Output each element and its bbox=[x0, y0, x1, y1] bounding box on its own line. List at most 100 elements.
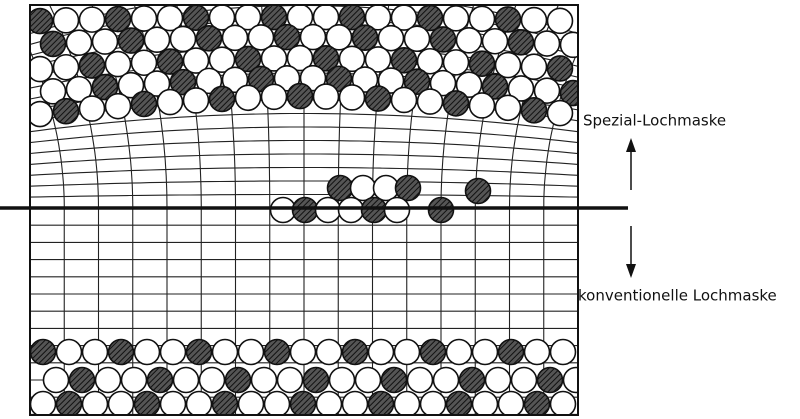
arrow-down bbox=[626, 226, 636, 278]
hole-dark bbox=[403, 68, 431, 96]
hole-open bbox=[78, 95, 106, 122]
hole-dark bbox=[523, 390, 551, 415]
hole-open bbox=[325, 23, 353, 51]
hole-dark bbox=[442, 90, 470, 117]
hole-dark bbox=[380, 366, 408, 394]
hole-open bbox=[208, 46, 236, 73]
hole-open bbox=[234, 5, 262, 31]
hole-dark bbox=[117, 27, 145, 54]
hole-dark bbox=[195, 25, 223, 52]
hole-open bbox=[39, 78, 67, 105]
hole-open bbox=[328, 366, 356, 394]
hole-open bbox=[104, 50, 132, 78]
hole-open bbox=[198, 366, 226, 394]
hole-open bbox=[338, 84, 366, 111]
hole-open bbox=[172, 366, 200, 394]
hole-open bbox=[182, 87, 210, 114]
hole-dark bbox=[325, 65, 353, 93]
hole-open bbox=[416, 88, 444, 115]
hole-dark bbox=[419, 338, 447, 366]
hole-open bbox=[299, 23, 327, 51]
hole-open bbox=[52, 7, 80, 34]
hole-open bbox=[159, 390, 187, 415]
grid-curve bbox=[30, 112, 578, 133]
hole-dark bbox=[30, 338, 57, 366]
hole-dark bbox=[367, 390, 395, 415]
hole-open bbox=[481, 27, 509, 55]
hole-dark bbox=[224, 366, 252, 394]
hole-open bbox=[120, 366, 148, 394]
hole-open bbox=[65, 29, 93, 56]
hole-dark bbox=[289, 390, 317, 415]
hole-open bbox=[52, 53, 80, 81]
holes bbox=[30, 5, 578, 415]
hole-open bbox=[377, 67, 405, 94]
hole-dark bbox=[394, 174, 422, 202]
hole-open bbox=[156, 88, 184, 116]
hole-dark bbox=[107, 338, 135, 366]
hole-open bbox=[169, 25, 197, 53]
hole-dark bbox=[146, 366, 174, 394]
hole-open bbox=[299, 64, 327, 92]
hole-open bbox=[393, 390, 421, 415]
hole-open bbox=[30, 55, 54, 83]
hole-open bbox=[208, 5, 236, 31]
hole-dark bbox=[312, 44, 340, 72]
hole-open bbox=[494, 51, 522, 79]
hole-dark bbox=[338, 5, 366, 31]
grid-curve bbox=[612, 0, 689, 208]
hole-open bbox=[403, 25, 431, 53]
grid-curve bbox=[30, 126, 578, 144]
hole-open bbox=[419, 390, 447, 415]
hole-open bbox=[81, 390, 109, 415]
hole-open bbox=[130, 5, 158, 32]
hole-dark bbox=[133, 390, 161, 415]
hole-open bbox=[130, 49, 158, 77]
hole-dark bbox=[291, 196, 319, 224]
hole-dark bbox=[273, 23, 301, 51]
hole-open bbox=[65, 75, 93, 103]
hole-open bbox=[523, 338, 551, 366]
hole-dark bbox=[559, 79, 578, 107]
hole-open bbox=[484, 366, 512, 394]
hole-dark bbox=[546, 55, 574, 82]
grid-curve bbox=[577, 189, 578, 208]
hole-dark bbox=[351, 24, 379, 51]
hole-open bbox=[377, 24, 405, 52]
hole-open bbox=[364, 5, 392, 31]
hole-open bbox=[81, 338, 109, 366]
hole-dark bbox=[390, 46, 418, 74]
label-special-mask: Spezial-Lochmaske bbox=[583, 112, 726, 130]
hole-open bbox=[182, 47, 210, 74]
hole-open bbox=[263, 390, 291, 415]
hole-dark bbox=[55, 390, 83, 415]
hole-open bbox=[497, 390, 525, 415]
hole-open bbox=[533, 77, 561, 104]
grid-curve bbox=[30, 166, 578, 176]
hole-dark bbox=[429, 26, 457, 53]
hole-dark bbox=[464, 177, 492, 205]
hole-open bbox=[393, 338, 421, 366]
hole-open bbox=[42, 366, 70, 394]
grid-curve bbox=[30, 153, 578, 165]
hole-open bbox=[354, 366, 382, 394]
hole-open bbox=[234, 84, 262, 112]
grid-curve bbox=[30, 193, 578, 198]
hole-open bbox=[455, 71, 483, 98]
hole-open bbox=[432, 366, 460, 394]
hole-open bbox=[351, 66, 379, 93]
hole-open bbox=[185, 390, 213, 415]
hole-open bbox=[468, 92, 496, 119]
mask-frame bbox=[29, 4, 579, 416]
hole-open bbox=[94, 366, 122, 394]
hole-open bbox=[237, 338, 265, 366]
hole-dark bbox=[52, 97, 80, 125]
hole-open bbox=[390, 86, 418, 114]
hole-open bbox=[520, 53, 548, 81]
hole-dark bbox=[341, 338, 369, 366]
hole-open bbox=[273, 65, 301, 92]
hole-open bbox=[315, 390, 343, 415]
hole-open bbox=[445, 338, 473, 366]
hole-open bbox=[314, 196, 342, 224]
